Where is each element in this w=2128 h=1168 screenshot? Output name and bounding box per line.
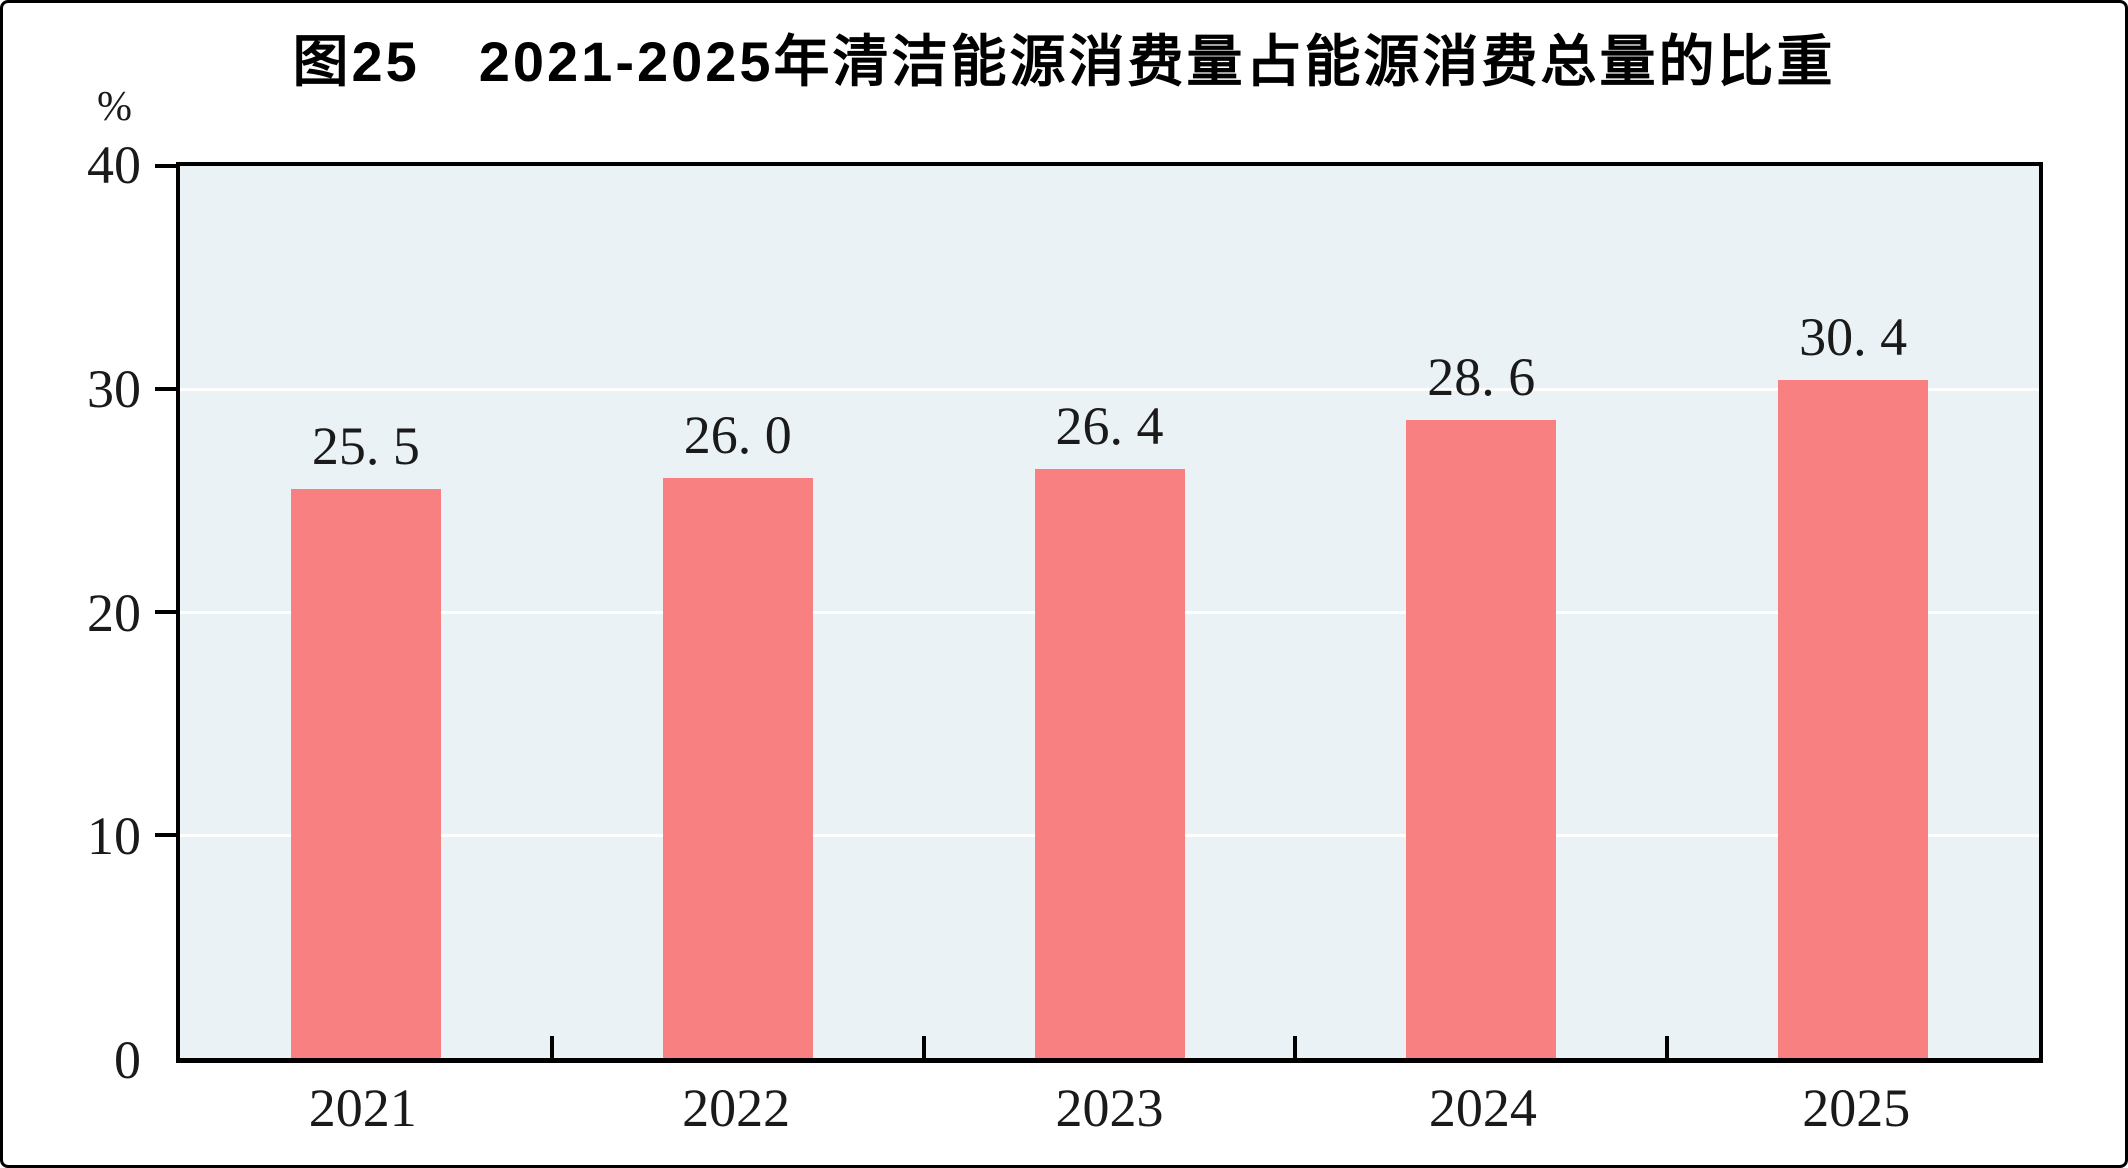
bar-group: 28. 6 bbox=[1406, 350, 1557, 1058]
y-axis: 0 10 20 30 40 bbox=[3, 138, 141, 1087]
x-axis-tick-label: 2022 bbox=[682, 1078, 791, 1138]
bar-value-label: 26. 0 bbox=[683, 405, 792, 466]
bar-group: 30. 4 bbox=[1778, 310, 1929, 1058]
x-axis-tick-mark bbox=[549, 1036, 554, 1058]
bar bbox=[1034, 469, 1185, 1058]
x-axis-tick-mark bbox=[921, 1036, 926, 1058]
x-axis-tick-mark bbox=[1665, 1036, 1670, 1058]
bar-group: 26. 0 bbox=[662, 408, 813, 1058]
x-axis-tick-label: 2025 bbox=[1802, 1078, 1911, 1138]
x-axis: 2021 2022 2023 2024 2025 bbox=[176, 1081, 2043, 1151]
y-axis-tick-mark bbox=[155, 610, 176, 614]
y-axis-tick-mark bbox=[155, 833, 176, 837]
bar bbox=[662, 478, 813, 1058]
bar-value-label: 28. 6 bbox=[1427, 347, 1536, 408]
y-axis-tick-mark bbox=[155, 387, 176, 391]
y-axis-unit-label: % bbox=[97, 84, 132, 130]
bar-value-label: 25. 5 bbox=[311, 416, 420, 477]
y-axis-tick-label: 0 bbox=[114, 1030, 141, 1090]
gridline bbox=[180, 388, 2039, 391]
plot-area: 25. 5 26. 0 26. 4 28. 6 30. 4 bbox=[155, 162, 2043, 1063]
bar bbox=[290, 489, 441, 1058]
y-axis-tick-label: 20 bbox=[87, 582, 141, 643]
y-axis-tick-label: 40 bbox=[87, 135, 141, 195]
x-axis-tick-label: 2021 bbox=[308, 1078, 417, 1138]
bar-group: 25. 5 bbox=[290, 419, 441, 1058]
bar-value-label: 30. 4 bbox=[1799, 307, 1908, 368]
bar bbox=[1406, 420, 1557, 1058]
y-axis-tick-label: 10 bbox=[87, 806, 141, 867]
bar bbox=[1778, 380, 1929, 1058]
y-axis-tick-label: 30 bbox=[87, 358, 141, 419]
y-axis-tick-mark bbox=[155, 164, 176, 168]
x-axis-tick-label: 2024 bbox=[1428, 1078, 1537, 1138]
x-axis-tick-label: 2023 bbox=[1055, 1078, 1164, 1138]
bar-value-label: 26. 4 bbox=[1055, 396, 1164, 457]
bar-group: 26. 4 bbox=[1034, 399, 1185, 1058]
x-axis-tick-mark bbox=[1293, 1036, 1298, 1058]
chart-title: 图25 2021-2025年清洁能源消费量占能源消费总量的比重 bbox=[292, 30, 1836, 93]
